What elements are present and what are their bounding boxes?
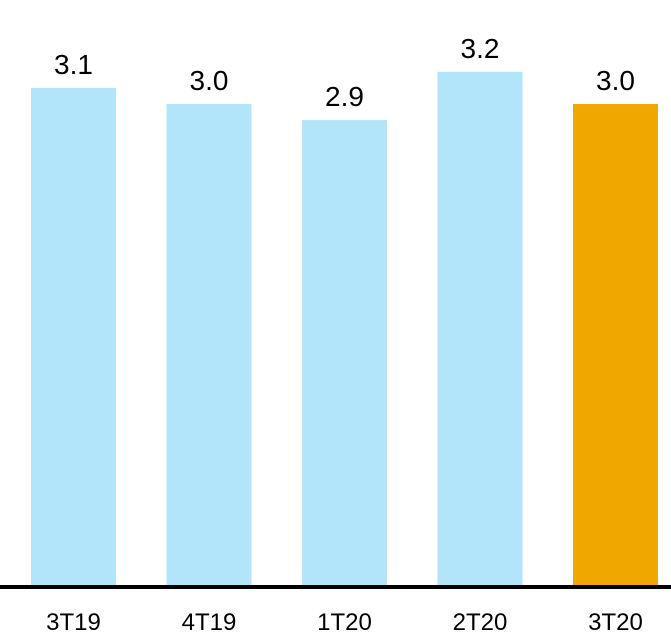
value-label-1t20: 2.9 bbox=[325, 81, 364, 112]
category-label-1t20: 1T20 bbox=[317, 609, 372, 636]
value-label-2t20: 3.2 bbox=[461, 33, 500, 64]
category-label-4t19: 4T19 bbox=[182, 609, 237, 636]
bar-4t19 bbox=[166, 104, 252, 587]
category-label-3t20: 3T20 bbox=[588, 609, 643, 636]
category-label-2t20: 2T20 bbox=[453, 609, 508, 636]
category-labels-layer: 3T19 4T19 1T20 2T20 3T20 bbox=[46, 609, 643, 636]
value-label-3t19: 3.1 bbox=[54, 49, 93, 80]
bar-1t20 bbox=[302, 120, 387, 587]
bar-3t19 bbox=[31, 87, 116, 588]
value-labels-layer: 3.1 3.0 2.9 3.2 3.0 bbox=[54, 33, 635, 112]
category-label-3t19: 3T19 bbox=[46, 609, 101, 636]
bars-layer bbox=[31, 71, 658, 588]
value-label-3t20: 3.0 bbox=[596, 65, 635, 96]
bar-3t20 bbox=[573, 104, 658, 587]
value-label-4t19: 3.0 bbox=[190, 65, 229, 96]
bar-2t20 bbox=[437, 71, 523, 588]
